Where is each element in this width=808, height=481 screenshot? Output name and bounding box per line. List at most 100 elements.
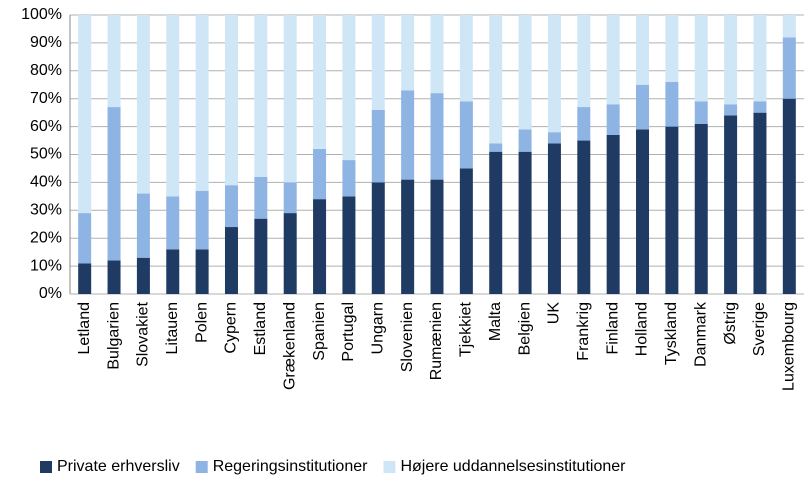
bar-segment <box>283 15 297 183</box>
bar-segment <box>547 132 561 144</box>
bar-segment <box>254 218 268 294</box>
x-tick-label: Portugal <box>340 302 357 362</box>
bar-segment <box>107 107 121 261</box>
y-tick-label: 80% <box>30 62 62 79</box>
bar-segment <box>166 15 180 197</box>
x-tick-label: Frankrig <box>575 302 592 361</box>
x-tick-label: Estland <box>252 302 269 355</box>
bar-segment <box>577 15 591 108</box>
bar-segment <box>313 199 327 294</box>
x-tick-label: Litauen <box>164 302 181 355</box>
bar-segment <box>136 257 150 294</box>
y-tick-label: 100% <box>21 6 62 23</box>
bar-segment <box>78 263 92 294</box>
y-tick-label: 10% <box>30 257 62 274</box>
bar-segment <box>459 15 473 102</box>
bar-segment <box>371 15 385 110</box>
x-tick-label: Letland <box>76 302 93 355</box>
bar-segment <box>489 15 503 144</box>
bar-segment <box>224 15 238 186</box>
bar-segment <box>665 126 679 294</box>
bar-segment <box>665 81 679 127</box>
bar-segment <box>166 249 180 294</box>
bar-segment <box>459 168 473 294</box>
bar-segment <box>107 15 121 108</box>
bar-segment <box>518 151 532 294</box>
bar-segment <box>724 15 738 105</box>
bar-segment <box>430 179 444 294</box>
bar-segment <box>254 15 268 177</box>
legend-label: Højere uddannelsesinstitutioner <box>400 458 626 475</box>
bar-segment <box>283 182 297 214</box>
x-tick-label: Rumænien <box>428 302 445 380</box>
bar-segment <box>224 185 238 228</box>
bar-segment <box>547 143 561 294</box>
bar-segment <box>401 90 415 180</box>
bar-segment <box>430 15 444 94</box>
bar-segment <box>459 101 473 169</box>
bar-segment <box>782 98 796 294</box>
bar-segment <box>254 176 268 219</box>
x-tick-label: Grækenland <box>281 302 298 390</box>
x-tick-label: Holland <box>634 302 651 356</box>
y-tick-label: 70% <box>30 90 62 107</box>
x-tick-label: Finland <box>604 302 621 354</box>
x-tick-label: UK <box>546 302 563 325</box>
bar-segment <box>78 213 92 264</box>
x-tick-label: Belgien <box>516 302 533 355</box>
bar-segment <box>342 160 356 197</box>
bar-segment <box>606 104 620 135</box>
bar-segment <box>401 179 415 294</box>
bar-segment <box>136 15 150 194</box>
x-tick-label: Tjekkiet <box>458 301 475 357</box>
bar-segment <box>636 129 650 294</box>
bar-segment <box>342 196 356 294</box>
bar-segment <box>224 227 238 294</box>
bar-segment <box>166 196 180 250</box>
x-tick-label: Polen <box>193 302 210 343</box>
y-tick-label: 50% <box>30 146 62 163</box>
bar-segment <box>753 101 767 113</box>
bar-segment <box>577 107 591 141</box>
bar-segment <box>636 84 650 130</box>
x-tick-label: Luxembourg <box>781 302 798 391</box>
bar-segment <box>694 123 708 294</box>
y-tick-label: 40% <box>30 174 62 191</box>
bar-segment <box>606 15 620 105</box>
bar-segment <box>753 15 767 102</box>
bar-segment <box>782 15 796 38</box>
y-tick-label: 20% <box>30 229 62 246</box>
bar-segment <box>371 109 385 183</box>
bar-segment <box>606 134 620 294</box>
x-tick-label: Cypern <box>223 302 240 354</box>
bar-segment <box>489 151 503 294</box>
bar-segment <box>665 15 679 82</box>
bar-segment <box>342 15 356 161</box>
bar-segment <box>577 140 591 294</box>
bar-segment <box>636 15 650 85</box>
x-tick-label: Malta <box>487 302 504 341</box>
bar-segment <box>313 15 327 149</box>
legend-label: Private erhversliv <box>57 458 180 475</box>
legend-swatch <box>40 461 52 473</box>
x-tick-label: Spanien <box>311 302 328 361</box>
bar-segment <box>782 37 796 99</box>
legend-label: Regeringsinstitutioner <box>213 458 368 475</box>
y-tick-label: 0% <box>39 285 62 302</box>
x-tick-label: Sverige <box>751 302 768 356</box>
x-tick-label: Tyskland <box>663 302 680 365</box>
bar-segment <box>547 15 561 133</box>
bar-segment <box>430 93 444 180</box>
bar-segment <box>136 193 150 258</box>
bar-segment <box>78 15 92 214</box>
bar-segment <box>401 15 415 91</box>
bar-segment <box>694 15 708 102</box>
bar-segment <box>724 104 738 116</box>
y-tick-label: 30% <box>30 202 62 219</box>
y-tick-label: 90% <box>30 34 62 51</box>
legend-swatch <box>195 461 208 473</box>
y-tick-label: 60% <box>30 118 62 135</box>
bar-segment <box>283 213 297 294</box>
bar-segment <box>107 260 121 294</box>
